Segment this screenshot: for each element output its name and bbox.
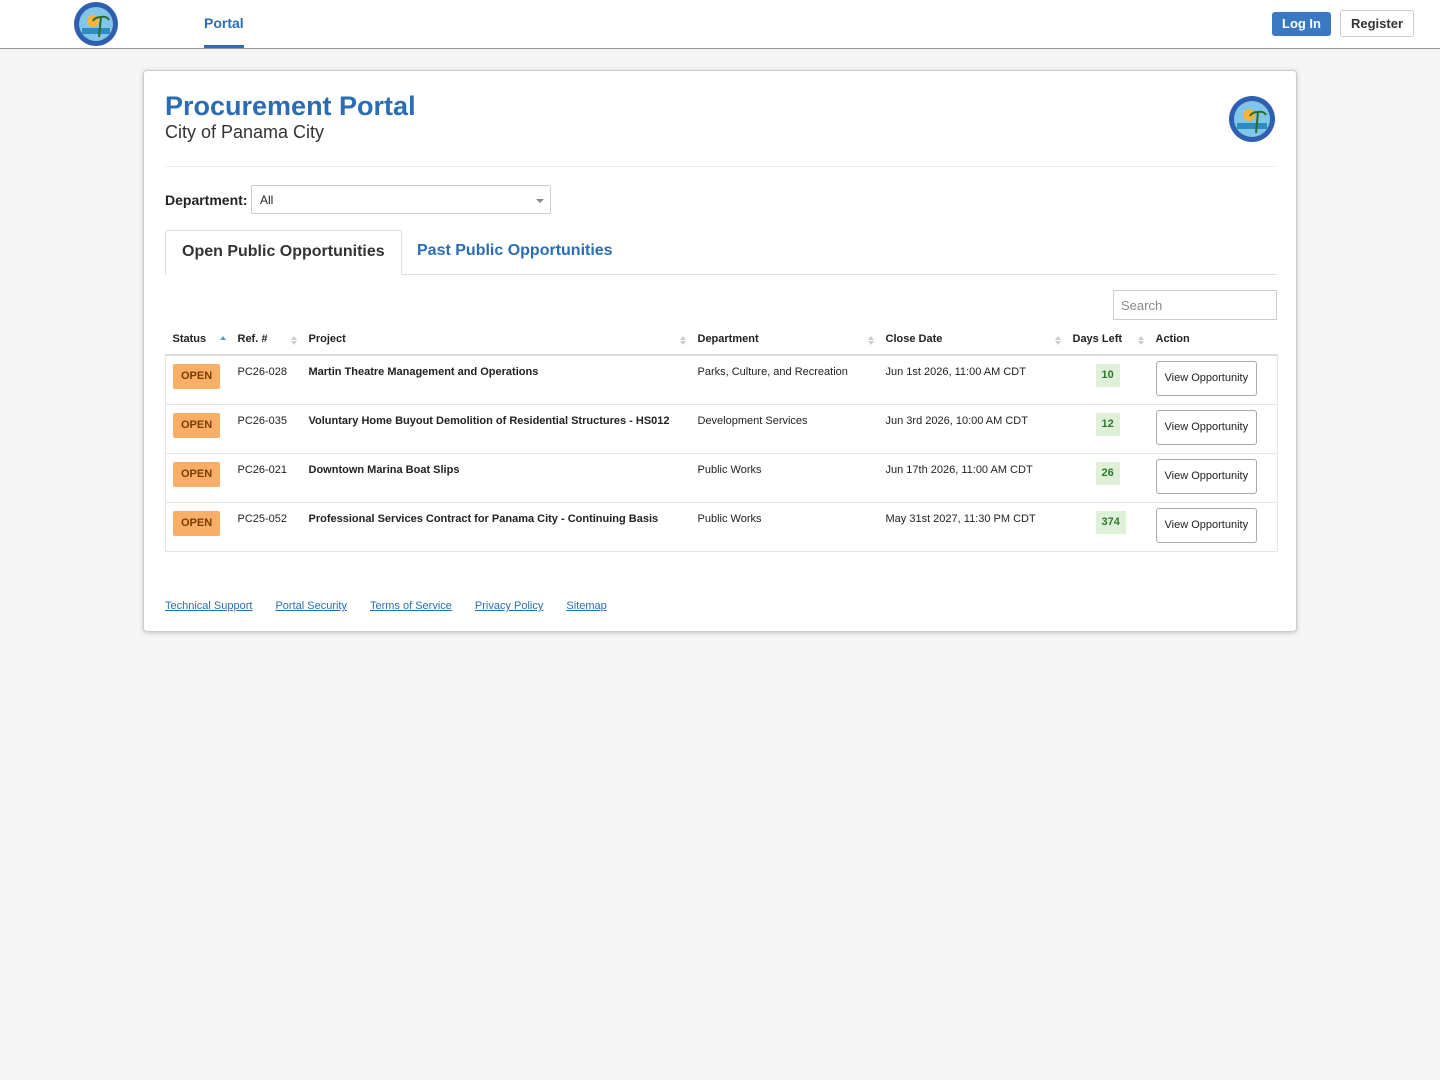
close-date: Jun 3rd 2026, 10:00 AM CDT	[885, 415, 1028, 427]
table-cell: 10	[1065, 355, 1149, 405]
table-cell: Jun 1st 2026, 11:00 AM CDT	[878, 355, 1066, 405]
city-logo[interactable]	[73, 1, 119, 47]
table-cell: PC26-028	[230, 355, 302, 405]
department: Parks, Culture, and Recreation	[697, 366, 848, 378]
column-header[interactable]: Status	[165, 323, 231, 356]
view-opportunity-button[interactable]: View Opportunity	[1155, 410, 1258, 445]
divider	[165, 166, 1276, 167]
column-header[interactable]: Department	[690, 323, 879, 356]
department: Development Services	[697, 415, 808, 427]
table-cell: View Opportunity	[1148, 502, 1278, 552]
status-badge: OPEN	[173, 462, 221, 487]
top-nav: Portal Log In Register	[0, 0, 1440, 49]
table-cell: Development Services	[690, 404, 879, 454]
column-header: Action	[1148, 323, 1278, 356]
department: Public Works	[697, 513, 762, 525]
column-header[interactable]: Close Date	[878, 323, 1066, 356]
days-left-badge: 10	[1095, 364, 1120, 387]
project: Professional Services Contract for Panam…	[308, 513, 659, 525]
status-badge: OPEN	[173, 413, 221, 438]
register-button[interactable]: Register	[1340, 10, 1414, 37]
opportunities-table: Status Ref. # Project Department Close Date D…	[165, 323, 1278, 552]
table-cell: View Opportunity	[1148, 355, 1278, 405]
footer-link[interactable]: Privacy Policy	[474, 600, 544, 612]
page-title: Procurement Portal	[165, 91, 416, 121]
department-select[interactable]: All	[251, 185, 551, 214]
portal-nav-link[interactable]: Portal	[204, 0, 244, 48]
column-header[interactable]: Days Left	[1065, 323, 1149, 356]
table-row: OPEN PC26-021 Downtown Marina Boat Slips Pu…	[165, 453, 1278, 503]
status-badge: OPEN	[173, 364, 221, 389]
table-cell: Downtown Marina Boat Slips	[301, 453, 691, 503]
table-cell: Martin Theatre Management and Operations	[301, 355, 691, 405]
tab-past[interactable]: Past Public Opportunities	[417, 242, 613, 259]
view-opportunity-button[interactable]: View Opportunity	[1155, 361, 1258, 396]
table-cell: Public Works	[690, 453, 879, 503]
table-cell: May 31st 2027, 11:30 PM CDT	[878, 502, 1066, 552]
main-card: Procurement Portal City of Panama City D…	[143, 70, 1297, 632]
table-cell: OPEN	[165, 502, 231, 552]
login-button[interactable]: Log In	[1272, 12, 1331, 36]
ref-number: PC26-035	[237, 415, 288, 427]
close-date: Jun 17th 2026, 11:00 AM CDT	[885, 464, 1033, 476]
status-badge: OPEN	[173, 511, 221, 536]
table-cell: 26	[1065, 453, 1149, 503]
days-left-badge: 12	[1095, 413, 1120, 436]
footer-link[interactable]: Terms of Service	[369, 600, 452, 612]
footer: Technical Support Portal Security Terms of…	[165, 600, 630, 612]
table-cell: Parks, Culture, and Recreation	[690, 355, 879, 405]
department: Public Works	[697, 464, 762, 476]
table-cell: 374	[1065, 502, 1149, 552]
tab-bar: Open Public Opportunities Past Public Op…	[165, 230, 1276, 275]
footer-link[interactable]: Sitemap	[566, 600, 607, 612]
table-cell: OPEN	[165, 404, 231, 454]
table-cell: View Opportunity	[1148, 453, 1278, 503]
table-cell: Professional Services Contract for Panam…	[301, 502, 691, 552]
table-cell: PC26-021	[230, 453, 302, 503]
table-cell: PC25-052	[230, 502, 302, 552]
department-label: Department:	[165, 192, 248, 208]
close-date: May 31st 2027, 11:30 PM CDT	[885, 513, 1036, 525]
days-left-badge: 374	[1095, 511, 1126, 534]
table-cell: Jun 17th 2026, 11:00 AM CDT	[878, 453, 1066, 503]
ref-number: PC25-052	[237, 513, 288, 525]
table-row: OPEN PC26-035 Voluntary Home Buyout Demoli…	[165, 404, 1278, 454]
city-seal	[1229, 96, 1275, 142]
table-cell: PC26-035	[230, 404, 302, 454]
view-opportunity-button[interactable]: View Opportunity	[1155, 459, 1258, 494]
table-cell: View Opportunity	[1148, 404, 1278, 454]
table-row: OPEN PC25-052 Professional Services Contra…	[165, 502, 1278, 552]
column-header[interactable]: Ref. #	[230, 323, 302, 356]
page-subtitle: City of Panama City	[165, 122, 325, 142]
ref-number: PC26-021	[237, 464, 288, 476]
table-cell: Jun 3rd 2026, 10:00 AM CDT	[878, 404, 1066, 454]
column-header[interactable]: Project	[301, 323, 691, 356]
table-cell: Voluntary Home Buyout Demolition of Resi…	[301, 404, 691, 454]
footer-link[interactable]: Technical Support	[165, 600, 253, 612]
view-opportunity-button[interactable]: View Opportunity	[1155, 508, 1258, 543]
table-cell: Public Works	[690, 502, 879, 552]
project: Martin Theatre Management and Operations	[308, 366, 539, 378]
table-cell: OPEN	[165, 355, 231, 405]
footer-link[interactable]: Portal Security	[275, 600, 347, 612]
project: Voluntary Home Buyout Demolition of Resi…	[308, 415, 670, 427]
days-left-badge: 26	[1095, 462, 1120, 485]
close-date: Jun 1st 2026, 11:00 AM CDT	[885, 366, 1026, 378]
project: Downtown Marina Boat Slips	[308, 464, 460, 476]
table-row: OPEN PC26-028 Martin Theatre Management an…	[165, 355, 1278, 405]
table-cell: 12	[1065, 404, 1149, 454]
tab-open[interactable]: Open Public Opportunities	[165, 230, 402, 275]
ref-number: PC26-028	[237, 366, 288, 378]
search-input[interactable]: Search	[1113, 290, 1277, 320]
table-cell: OPEN	[165, 453, 231, 503]
